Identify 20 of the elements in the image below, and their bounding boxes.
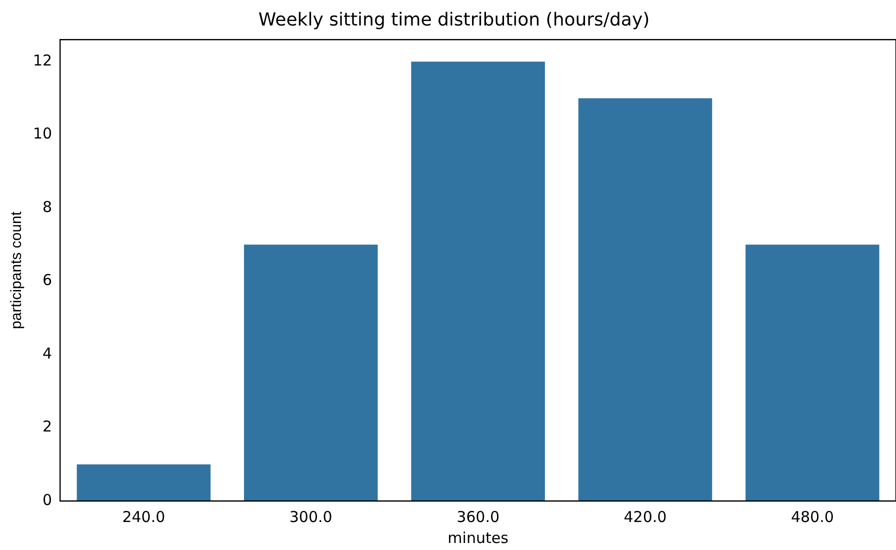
y-tick-label: 4 (42, 344, 52, 362)
x-tick-label: 420.0 (624, 508, 667, 526)
x-axis-title: minutes (448, 528, 509, 547)
bar (746, 244, 880, 501)
bar (578, 98, 712, 501)
x-tick-label: 480.0 (790, 508, 834, 526)
y-tick-label: 0 (42, 490, 52, 509)
x-tick-label: 360.0 (456, 508, 500, 526)
y-axis-title: participants count (8, 210, 26, 330)
y-tick-label: 12 (32, 51, 52, 70)
y-tick-label: 10 (32, 124, 52, 143)
bar (411, 62, 545, 501)
y-tick-label: 8 (42, 198, 52, 216)
chart-title: Weekly sitting time distribution (hours/day) (258, 9, 650, 30)
y-tick-label: 2 (42, 418, 52, 436)
bar (76, 464, 211, 501)
x-tick-label: 240.0 (122, 508, 166, 526)
y-tick-label: 6 (42, 271, 52, 290)
bar (244, 244, 378, 501)
x-tick-label: 300.0 (289, 508, 332, 526)
